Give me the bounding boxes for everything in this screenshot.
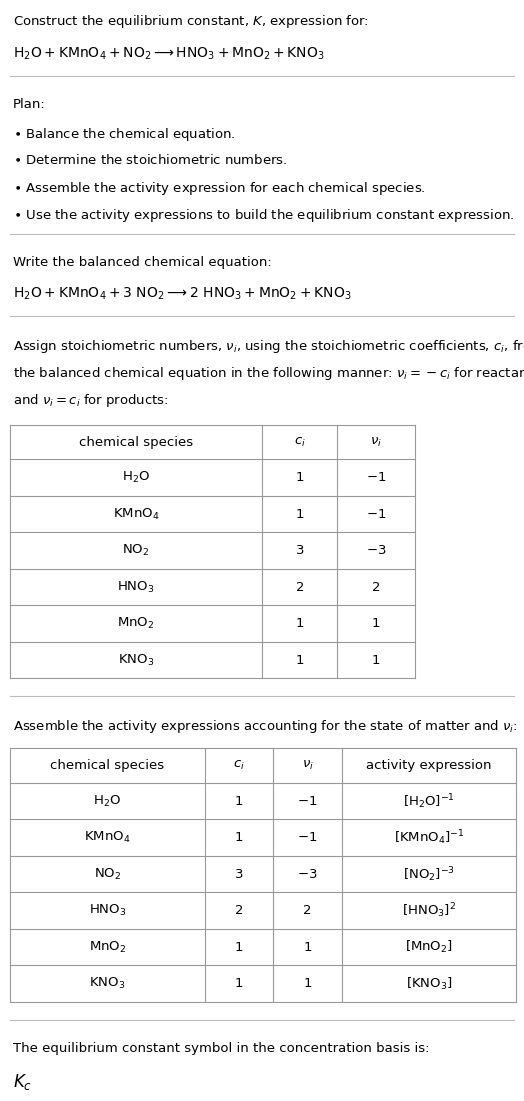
- Text: $\mathrm{NO_2}$: $\mathrm{NO_2}$: [94, 866, 121, 882]
- Text: $c_i$: $c_i$: [294, 436, 306, 449]
- Text: 1: 1: [296, 654, 304, 667]
- Text: $-3$: $-3$: [297, 868, 318, 881]
- Text: $\bullet$ Determine the stoichiometric numbers.: $\bullet$ Determine the stoichiometric n…: [13, 153, 288, 167]
- Text: $-1$: $-1$: [297, 795, 318, 808]
- Text: $-1$: $-1$: [297, 831, 318, 844]
- Text: $\mathrm{KNO_3}$: $\mathrm{KNO_3}$: [90, 977, 126, 991]
- Text: activity expression: activity expression: [366, 760, 492, 772]
- Text: $\mathrm{NO_2}$: $\mathrm{NO_2}$: [122, 543, 150, 558]
- Text: $[\mathrm{H_2O}]^{-1}$: $[\mathrm{H_2O}]^{-1}$: [403, 792, 455, 810]
- Text: 2: 2: [296, 580, 304, 593]
- Text: $\mathrm{MnO_2}$: $\mathrm{MnO_2}$: [89, 939, 126, 955]
- Text: $\nu_i$: $\nu_i$: [301, 760, 313, 772]
- Text: $\bullet$ Balance the chemical equation.: $\bullet$ Balance the chemical equation.: [13, 126, 235, 143]
- Text: 1: 1: [296, 618, 304, 630]
- Text: $\bullet$ Use the activity expressions to build the equilibrium constant express: $\bullet$ Use the activity expressions t…: [13, 207, 515, 224]
- Text: and $\nu_i = c_i$ for products:: and $\nu_i = c_i$ for products:: [13, 392, 169, 408]
- Text: $-3$: $-3$: [366, 544, 386, 557]
- Text: $[\mathrm{NO_2}]^{-3}$: $[\mathrm{NO_2}]^{-3}$: [403, 865, 455, 884]
- Text: $\mathrm{H_2O}$: $\mathrm{H_2O}$: [93, 794, 122, 809]
- Text: $\mathrm{H_2O}$: $\mathrm{H_2O}$: [122, 470, 150, 486]
- Text: 1: 1: [372, 654, 380, 667]
- Text: Assemble the activity expressions accounting for the state of matter and $\nu_i$: Assemble the activity expressions accoun…: [13, 719, 518, 735]
- Text: $\mathrm{MnO_2}$: $\mathrm{MnO_2}$: [117, 617, 155, 631]
- Text: $[\mathrm{HNO_3}]^2$: $[\mathrm{HNO_3}]^2$: [402, 902, 456, 920]
- Text: 1: 1: [303, 940, 312, 953]
- Text: 1: 1: [296, 508, 304, 521]
- Text: Plan:: Plan:: [13, 98, 46, 111]
- Text: $\mathrm{HNO_3}$: $\mathrm{HNO_3}$: [117, 580, 155, 595]
- Text: Construct the equilibrium constant, $K$, expression for:: Construct the equilibrium constant, $K$,…: [13, 13, 369, 30]
- Text: $\nu_i$: $\nu_i$: [370, 436, 382, 449]
- Text: $c_i$: $c_i$: [233, 760, 245, 772]
- Text: $K_c$: $K_c$: [13, 1072, 32, 1092]
- Text: 1: 1: [235, 978, 243, 990]
- Text: $\mathrm{H_2O + KMnO_4 + NO_2 \longrightarrow HNO_3 + MnO_2 + KNO_3}$: $\mathrm{H_2O + KMnO_4 + NO_2 \longright…: [13, 46, 325, 63]
- Text: the balanced chemical equation in the following manner: $\nu_i = -c_i$ for react: the balanced chemical equation in the fo…: [13, 366, 524, 382]
- Text: $\mathrm{H_2O + KMnO_4 + 3\ NO_2 \longrightarrow 2\ HNO_3 + MnO_2 + KNO_3}$: $\mathrm{H_2O + KMnO_4 + 3\ NO_2 \longri…: [13, 286, 352, 303]
- Text: 2: 2: [303, 904, 312, 917]
- Text: Write the balanced chemical equation:: Write the balanced chemical equation:: [13, 257, 272, 269]
- Text: 3: 3: [235, 868, 243, 881]
- Text: $[\mathrm{KMnO_4}]^{-1}$: $[\mathrm{KMnO_4}]^{-1}$: [394, 828, 464, 847]
- Text: Assign stoichiometric numbers, $\nu_i$, using the stoichiometric coefficients, $: Assign stoichiometric numbers, $\nu_i$, …: [13, 338, 524, 355]
- Text: $[\mathrm{KNO_3}]$: $[\mathrm{KNO_3}]$: [406, 975, 452, 992]
- Text: chemical species: chemical species: [50, 760, 165, 772]
- Text: 2: 2: [235, 904, 243, 917]
- Text: $\bullet$ Assemble the activity expression for each chemical species.: $\bullet$ Assemble the activity expressi…: [13, 179, 425, 197]
- Text: $-1$: $-1$: [366, 508, 386, 521]
- Text: $\mathrm{KMnO_4}$: $\mathrm{KMnO_4}$: [113, 506, 159, 522]
- Text: 1: 1: [296, 471, 304, 484]
- Text: 1: 1: [303, 978, 312, 990]
- Text: $-1$: $-1$: [366, 471, 386, 484]
- Text: 3: 3: [296, 544, 304, 557]
- Text: chemical species: chemical species: [79, 436, 193, 449]
- Text: 1: 1: [235, 795, 243, 808]
- Text: $[\mathrm{MnO_2}]$: $[\mathrm{MnO_2}]$: [405, 939, 453, 956]
- Text: The equilibrium constant symbol in the concentration basis is:: The equilibrium constant symbol in the c…: [13, 1042, 430, 1055]
- Text: 1: 1: [235, 831, 243, 844]
- Text: $\mathrm{HNO_3}$: $\mathrm{HNO_3}$: [89, 903, 126, 918]
- Text: $\mathrm{KMnO_4}$: $\mathrm{KMnO_4}$: [84, 830, 130, 846]
- Text: $\mathrm{KNO_3}$: $\mathrm{KNO_3}$: [118, 653, 154, 668]
- Text: 2: 2: [372, 580, 380, 593]
- Text: 1: 1: [235, 940, 243, 953]
- Text: 1: 1: [372, 618, 380, 630]
